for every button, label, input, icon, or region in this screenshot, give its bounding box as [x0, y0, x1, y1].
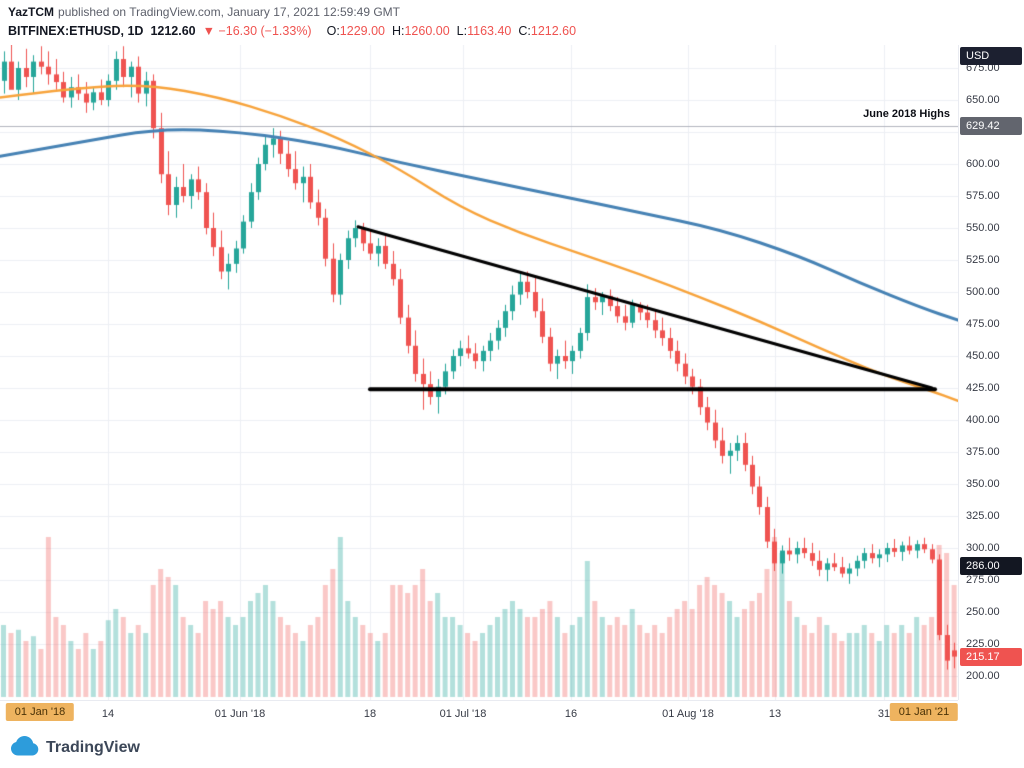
- ohlc-values: O:1229.00 H:1260.00 L:1163.40 C:1212.60: [320, 24, 576, 38]
- level-price-badge: 629.42: [960, 117, 1022, 136]
- footer: TradingView: [0, 727, 1024, 768]
- price-tick[interactable]: 525.00: [966, 254, 1000, 266]
- price-tick[interactable]: 425.00: [966, 382, 1000, 394]
- time-tick[interactable]: 31: [877, 708, 891, 720]
- time-tick[interactable]: 16: [564, 708, 578, 720]
- author-name[interactable]: YazTCM: [8, 5, 55, 19]
- cloud-icon: [11, 736, 39, 756]
- price-tick[interactable]: 225.00: [966, 638, 1000, 650]
- high-label: H:: [391, 24, 405, 38]
- time-tick[interactable]: 01 Jun '18: [214, 708, 266, 720]
- price-tick[interactable]: 400.00: [966, 414, 1000, 426]
- high-value: 1260.00: [404, 24, 450, 38]
- published-info: published on TradingView.com, January 17…: [58, 5, 401, 19]
- price-tick[interactable]: 550.00: [966, 222, 1000, 234]
- chart-header: YazTCM published on TradingView.com, Janu…: [0, 0, 1024, 45]
- time-tick[interactable]: 01 Aug '18: [662, 708, 714, 720]
- price-tick[interactable]: 450.00: [966, 350, 1000, 362]
- price-tick[interactable]: 650.00: [966, 94, 1000, 106]
- price-tick[interactable]: 300.00: [966, 542, 1000, 554]
- open-label: O:: [326, 24, 340, 38]
- last-price-badge: 215.17: [960, 647, 1022, 666]
- symbol-title[interactable]: BITFINEX:ETHUSD, 1D: [8, 24, 144, 38]
- price-badge-286: 286.00: [960, 556, 1022, 575]
- price-tick[interactable]: 200.00: [966, 670, 1000, 682]
- time-range-badge[interactable]: 01 Jan '21: [889, 703, 959, 721]
- price-tick[interactable]: 375.00: [966, 446, 1000, 458]
- time-tick[interactable]: 01 Jul '18: [439, 708, 487, 720]
- last-price: 1212.60: [150, 24, 196, 38]
- price-tick[interactable]: 350.00: [966, 478, 1000, 490]
- tradingview-logo[interactable]: [10, 736, 40, 756]
- low-label: L:: [456, 24, 468, 38]
- price-tick[interactable]: 250.00: [966, 606, 1000, 618]
- price-tick[interactable]: 600.00: [966, 158, 1000, 170]
- chart-plot-area[interactable]: June 2018 Highs: [0, 45, 958, 700]
- price-tick[interactable]: 275.00: [966, 574, 1000, 586]
- tradingview-brand[interactable]: TradingView: [46, 739, 140, 756]
- price-tick[interactable]: 325.00: [966, 510, 1000, 522]
- close-value: 1212.60: [530, 24, 577, 38]
- price-tick[interactable]: 475.00: [966, 318, 1000, 330]
- june-2018-highs-label: June 2018 Highs: [863, 108, 950, 120]
- time-tick[interactable]: 18: [363, 708, 377, 720]
- time-tick[interactable]: 14: [101, 708, 115, 720]
- price-change: ▼ −16.30 (−1.33%): [202, 24, 312, 38]
- low-value: 1163.40: [467, 24, 512, 38]
- candlestick-chart-canvas[interactable]: [0, 45, 958, 700]
- time-tick[interactable]: 13: [768, 708, 782, 720]
- price-tick[interactable]: 575.00: [966, 190, 1000, 202]
- open-value: 1229.00: [339, 24, 385, 38]
- currency-badge: USD: [960, 47, 1022, 65]
- publish-line: YazTCM published on TradingView.com, Janu…: [8, 5, 400, 19]
- time-axis[interactable]: 01 Jan '18 14 01 Jun '18 18 01 Jul '18 16 01 A…: [0, 700, 959, 728]
- symbol-line: BITFINEX:ETHUSD, 1D 1212.60 ▼ −16.30 (−1.3…: [8, 24, 576, 38]
- price-tick[interactable]: 675.00: [966, 62, 1000, 74]
- price-tick[interactable]: 500.00: [966, 286, 1000, 298]
- price-axis[interactable]: 675.00650.00625.00600.00575.00550.00525.…: [958, 45, 1024, 700]
- close-label: C:: [518, 24, 531, 38]
- time-range-badge[interactable]: 01 Jan '18: [5, 703, 75, 721]
